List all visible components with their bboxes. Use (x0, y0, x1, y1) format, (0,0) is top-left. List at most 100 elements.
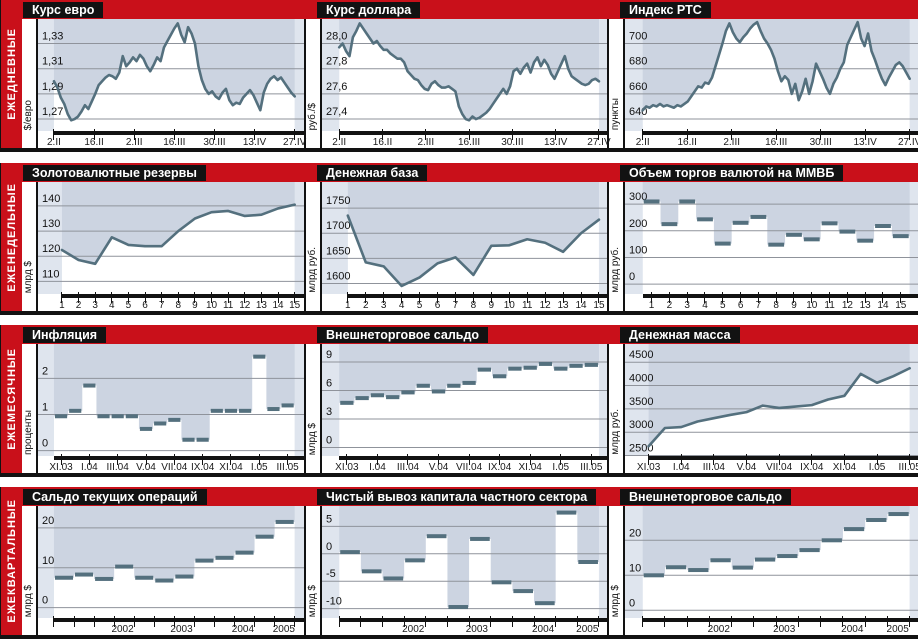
x-axis (642, 131, 918, 135)
y-axis-unit: пункты (609, 19, 625, 148)
svg-text:200: 200 (629, 218, 647, 230)
x-tick-label: 27.IV (283, 137, 307, 148)
svg-text:1650: 1650 (326, 245, 350, 257)
x-tick-label: 2.III (417, 137, 435, 148)
row-divider (0, 148, 918, 152)
svg-text:1,29: 1,29 (42, 81, 63, 93)
svg-text:10: 10 (42, 555, 54, 567)
svg-text:130: 130 (42, 218, 60, 230)
x-tick-label: 10 (806, 300, 818, 311)
x-tick-label: 2003 (465, 624, 488, 635)
x-tick-label: XI.03 (49, 462, 73, 473)
x-tick-label: XI.04 (832, 462, 857, 473)
x-tick-label: 13.IV (543, 137, 568, 148)
x-tick-label: 27.IV (587, 137, 611, 148)
section-label-quarterly: ЕЖЕКВАРТАЛЬНЫЕ (0, 487, 22, 638)
x-tick-label: 14 (575, 300, 587, 311)
x-tick-label: 2.II (47, 137, 61, 148)
x-tick-label: 3 (380, 300, 387, 311)
svg-text:110: 110 (42, 268, 60, 280)
svg-text:120: 120 (42, 243, 60, 255)
svg-text:680: 680 (629, 56, 647, 68)
plot-denezhnaya-baza: 1600 1650 1700 1750 (322, 182, 609, 294)
x-tick-label: XI.04 (219, 462, 243, 473)
svg-text:2500: 2500 (629, 443, 653, 455)
x-tick-label: 7 (755, 300, 762, 311)
svg-text:28,0: 28,0 (326, 31, 347, 43)
x-tick-label: 1 (345, 300, 351, 311)
chart-title-saldo-tekushchih-operacij: Сальдо текущих операций (23, 489, 207, 505)
x-tick-label: 13.IV (853, 137, 877, 148)
x-tick-label: 12 (539, 300, 551, 311)
chart-title-indeks-rts: Индекс РТС (620, 2, 711, 18)
x-tick-label: VII.04 (456, 462, 483, 473)
row-daily: ЕЖЕДНЕВНЫЕ Курс евро Курс доллара Индекс… (0, 0, 918, 152)
svg-text:10: 10 (629, 562, 641, 574)
x-tick-label: 12 (239, 300, 251, 311)
y-axis-unit: $/евро (22, 19, 38, 148)
x-tick-label: 2005 (576, 624, 599, 635)
svg-text:1600: 1600 (326, 270, 350, 282)
svg-text:9: 9 (326, 349, 332, 361)
x-tick-label: 2002 (111, 624, 134, 635)
x-tick-label: 2 (75, 300, 82, 311)
x-axis (53, 618, 304, 622)
x-tick-label: 11 (824, 300, 835, 311)
x-tick-label: 5 (125, 300, 132, 311)
svg-text:3500: 3500 (629, 396, 653, 408)
x-axis (53, 131, 304, 135)
x-tick-label: III.05 (580, 462, 603, 473)
chart-cell: пункты 640 660 680 700 2.II 16.II 2.III 16.III… (607, 19, 918, 148)
x-axis (61, 294, 304, 298)
x-tick-label: IX.04 (190, 462, 215, 473)
chart-canvas: 1,27 1,29 1,31 1,33 (38, 19, 304, 131)
svg-text:0: 0 (42, 595, 48, 607)
chart-canvas: -10 -5 0 5 (322, 506, 609, 618)
svg-text:140: 140 (42, 193, 60, 205)
x-tick-label: 4 (398, 300, 405, 311)
svg-text:700: 700 (629, 31, 647, 43)
chart-title-chistyj-vyvoz-kapitala: Чистый вывоз капитала частного сектора (317, 489, 597, 505)
x-tick-label: 9 (488, 300, 495, 311)
svg-text:4000: 4000 (629, 373, 653, 385)
x-axis (642, 294, 918, 298)
x-tick-label: 7 (158, 300, 165, 311)
chart-cell: млрд руб. 1600 1650 1700 1750 1 2 3 4 5 6 7 8 9 10 11… (304, 182, 609, 311)
section-label-weekly: ЕЖЕНЕДЕЛЬНЫЕ (0, 163, 22, 314)
y-axis-unit: млрд $ (22, 506, 38, 635)
svg-text:27,6: 27,6 (326, 81, 347, 93)
x-tick-label: 2005 (886, 624, 909, 635)
x-tick-label: 5 (416, 300, 423, 311)
row-divider (0, 635, 918, 639)
chart-cell: млрд $ 0 10 20 2002 2003 2004 2005 (22, 506, 304, 635)
svg-text:0: 0 (326, 541, 332, 553)
plot-obem-torgov-mmvb: 0 100 200 300 (625, 182, 918, 294)
x-tick-label: 3 (92, 300, 98, 311)
x-tick-label: I.05 (868, 462, 886, 473)
x-tick-label: 13 (255, 300, 267, 311)
svg-text:20: 20 (629, 527, 641, 539)
x-tick-label: 16.II (84, 137, 104, 148)
x-tick-label: 9 (791, 300, 797, 311)
x-tick-label: 10 (206, 300, 218, 311)
chart-title-inflyaciya: Инфляция (23, 327, 107, 343)
x-tick-label: V.04 (428, 462, 449, 473)
row-divider (0, 311, 918, 315)
svg-text:27,8: 27,8 (326, 56, 347, 68)
chart-cell: млрд $ 0 10 20 2002 2003 2004 2005 (607, 506, 918, 635)
chart-cell: млрд руб. 0 100 200 300 1 2 3 4 5 6 7 8 9 10 11 12 13 14… (607, 182, 918, 311)
x-tick-label: 14 (272, 300, 284, 311)
plot-kurs-evro: 1,27 1,29 1,31 1,33 (38, 19, 304, 131)
x-tick-label: 16.III (163, 137, 186, 148)
x-tick-label: 27.IV (897, 137, 918, 148)
svg-text:3000: 3000 (629, 419, 653, 431)
x-tick-label: 2 (666, 300, 673, 311)
x-tick-label: 2 (362, 300, 369, 311)
y-axis-unit: млрд руб. (609, 182, 625, 311)
y-axis-unit: руб./$ (306, 19, 322, 148)
x-tick-label: 15 (289, 300, 301, 311)
section-label-monthly: ЕЖЕМЕСЯЧНЫЕ (0, 325, 22, 476)
svg-text:1,27: 1,27 (42, 106, 63, 118)
